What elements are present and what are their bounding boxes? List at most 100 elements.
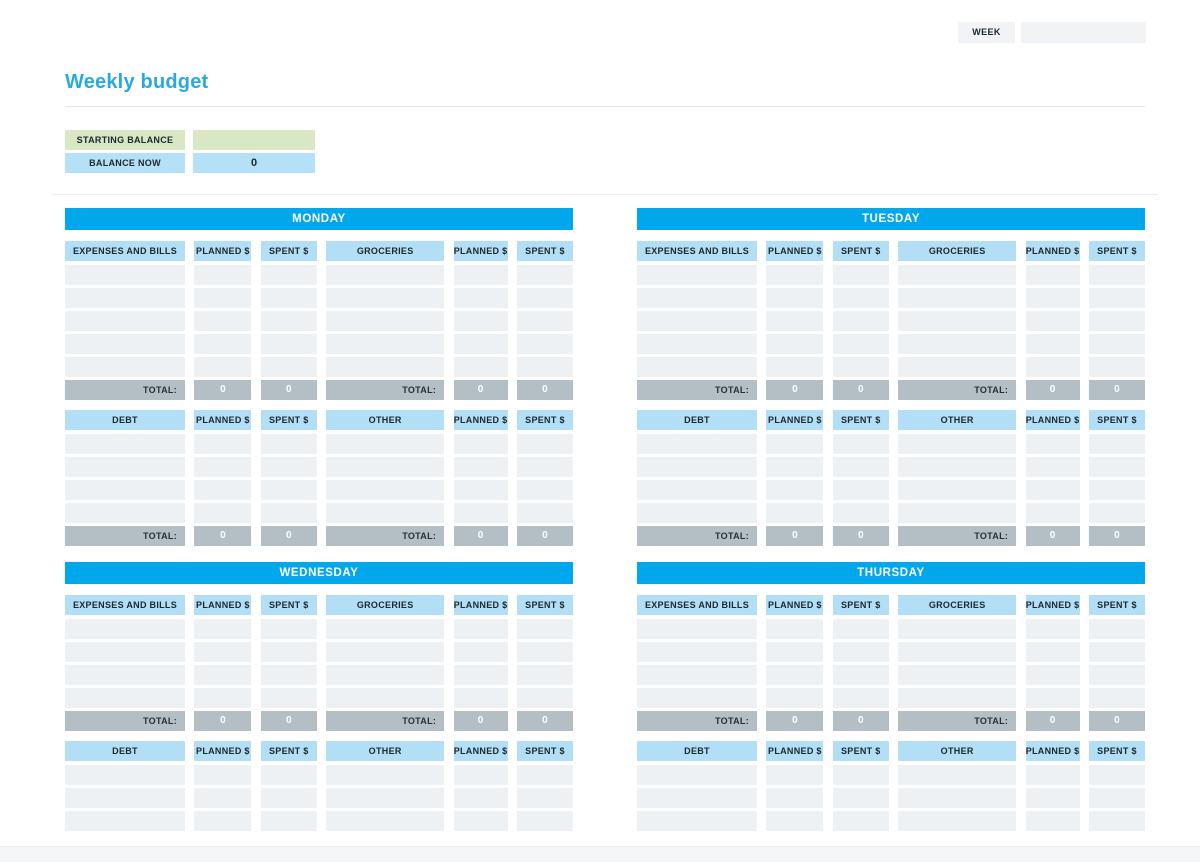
entry-cell[interactable] bbox=[637, 265, 757, 285]
entry-cell[interactable] bbox=[453, 265, 508, 285]
entry-cell[interactable] bbox=[65, 688, 185, 708]
entry-cell[interactable] bbox=[326, 688, 445, 708]
entry-cell[interactable] bbox=[194, 503, 252, 523]
entry-cell[interactable] bbox=[1025, 480, 1080, 500]
entry-cell[interactable] bbox=[1025, 811, 1080, 831]
entry-cell[interactable] bbox=[898, 357, 1017, 377]
entry-cell[interactable] bbox=[637, 311, 757, 331]
entry-cell[interactable] bbox=[453, 788, 508, 808]
entry-cell[interactable] bbox=[194, 811, 252, 831]
entry-cell[interactable] bbox=[1025, 665, 1080, 685]
entry-cell[interactable] bbox=[1025, 457, 1080, 477]
entry-cell[interactable] bbox=[65, 434, 185, 454]
entry-cell[interactable] bbox=[516, 334, 573, 354]
entry-cell[interactable] bbox=[516, 642, 573, 662]
entry-cell[interactable] bbox=[832, 665, 889, 685]
entry-cell[interactable] bbox=[898, 311, 1017, 331]
entry-cell[interactable] bbox=[766, 619, 824, 639]
entry-cell[interactable] bbox=[832, 688, 889, 708]
entry-cell[interactable] bbox=[637, 811, 757, 831]
entry-cell[interactable] bbox=[326, 619, 445, 639]
entry-cell[interactable] bbox=[65, 811, 185, 831]
entry-cell[interactable] bbox=[453, 503, 508, 523]
entry-cell[interactable] bbox=[898, 619, 1017, 639]
entry-cell[interactable] bbox=[1088, 265, 1145, 285]
entry-cell[interactable] bbox=[637, 688, 757, 708]
entry-cell[interactable] bbox=[1088, 811, 1145, 831]
entry-cell[interactable] bbox=[326, 503, 445, 523]
entry-cell[interactable] bbox=[637, 503, 757, 523]
entry-cell[interactable] bbox=[1025, 357, 1080, 377]
entry-cell[interactable] bbox=[516, 765, 573, 785]
entry-cell[interactable] bbox=[1025, 334, 1080, 354]
entry-cell[interactable] bbox=[453, 688, 508, 708]
entry-cell[interactable] bbox=[766, 811, 824, 831]
entry-cell[interactable] bbox=[453, 311, 508, 331]
entry-cell[interactable] bbox=[637, 288, 757, 308]
entry-cell[interactable] bbox=[832, 642, 889, 662]
entry-cell[interactable] bbox=[1025, 642, 1080, 662]
entry-cell[interactable] bbox=[260, 288, 317, 308]
entry-cell[interactable] bbox=[516, 457, 573, 477]
entry-cell[interactable] bbox=[1088, 357, 1145, 377]
entry-cell[interactable] bbox=[260, 434, 317, 454]
entry-cell[interactable] bbox=[65, 619, 185, 639]
entry-cell[interactable] bbox=[766, 642, 824, 662]
entry-cell[interactable] bbox=[1088, 434, 1145, 454]
entry-cell[interactable] bbox=[194, 357, 252, 377]
entry-cell[interactable] bbox=[65, 457, 185, 477]
entry-cell[interactable] bbox=[453, 765, 508, 785]
entry-cell[interactable] bbox=[194, 288, 252, 308]
entry-cell[interactable] bbox=[1088, 788, 1145, 808]
entry-cell[interactable] bbox=[326, 334, 445, 354]
entry-cell[interactable] bbox=[1088, 334, 1145, 354]
entry-cell[interactable] bbox=[1025, 688, 1080, 708]
entry-cell[interactable] bbox=[832, 619, 889, 639]
entry-cell[interactable] bbox=[1088, 765, 1145, 785]
entry-cell[interactable] bbox=[65, 665, 185, 685]
entry-cell[interactable] bbox=[898, 480, 1017, 500]
entry-cell[interactable] bbox=[326, 811, 445, 831]
entry-cell[interactable] bbox=[898, 288, 1017, 308]
entry-cell[interactable] bbox=[637, 357, 757, 377]
entry-cell[interactable] bbox=[1088, 642, 1145, 662]
entry-cell[interactable] bbox=[453, 334, 508, 354]
entry-cell[interactable] bbox=[326, 642, 445, 662]
entry-cell[interactable] bbox=[260, 619, 317, 639]
entry-cell[interactable] bbox=[260, 788, 317, 808]
entry-cell[interactable] bbox=[260, 357, 317, 377]
entry-cell[interactable] bbox=[194, 434, 252, 454]
entry-cell[interactable] bbox=[637, 619, 757, 639]
entry-cell[interactable] bbox=[637, 480, 757, 500]
entry-cell[interactable] bbox=[766, 334, 824, 354]
entry-cell[interactable] bbox=[766, 788, 824, 808]
entry-cell[interactable] bbox=[1088, 503, 1145, 523]
entry-cell[interactable] bbox=[260, 457, 317, 477]
entry-cell[interactable] bbox=[194, 265, 252, 285]
entry-cell[interactable] bbox=[516, 688, 573, 708]
entry-cell[interactable] bbox=[516, 788, 573, 808]
entry-cell[interactable] bbox=[1088, 480, 1145, 500]
entry-cell[interactable] bbox=[898, 642, 1017, 662]
entry-cell[interactable] bbox=[832, 788, 889, 808]
entry-cell[interactable] bbox=[832, 265, 889, 285]
entry-cell[interactable] bbox=[637, 788, 757, 808]
entry-cell[interactable] bbox=[832, 457, 889, 477]
entry-cell[interactable] bbox=[766, 457, 824, 477]
entry-cell[interactable] bbox=[516, 265, 573, 285]
entry-cell[interactable] bbox=[516, 480, 573, 500]
entry-cell[interactable] bbox=[898, 434, 1017, 454]
entry-cell[interactable] bbox=[1025, 311, 1080, 331]
entry-cell[interactable] bbox=[453, 434, 508, 454]
entry-cell[interactable] bbox=[898, 334, 1017, 354]
entry-cell[interactable] bbox=[516, 434, 573, 454]
entry-cell[interactable] bbox=[516, 503, 573, 523]
entry-cell[interactable] bbox=[260, 311, 317, 331]
entry-cell[interactable] bbox=[453, 811, 508, 831]
entry-cell[interactable] bbox=[637, 434, 757, 454]
entry-cell[interactable] bbox=[898, 811, 1017, 831]
entry-cell[interactable] bbox=[898, 788, 1017, 808]
entry-cell[interactable] bbox=[194, 765, 252, 785]
entry-cell[interactable] bbox=[326, 288, 445, 308]
entry-cell[interactable] bbox=[766, 665, 824, 685]
